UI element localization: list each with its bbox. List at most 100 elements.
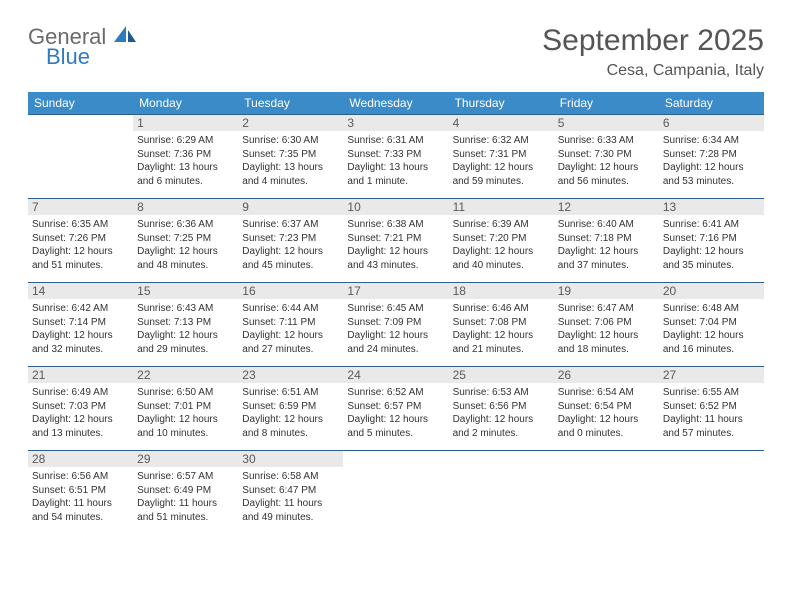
daylight-text: Daylight: 12 hours and 2 minutes. — [453, 413, 550, 440]
day-number: 15 — [133, 283, 238, 299]
day-number: 1 — [133, 115, 238, 131]
calendar-day-cell: 21 Sunrise: 6:49 AMSunset: 7:03 PMDayligh… — [28, 367, 133, 451]
day-details: Sunrise: 6:57 AMSunset: 6:49 PMDaylight:… — [137, 470, 234, 524]
page-header: General Blue September 2025 Cesa, Campan… — [28, 24, 764, 80]
sunset-text: Sunset: 7:36 PM — [137, 148, 234, 162]
day-number: 9 — [238, 199, 343, 215]
day-number: 19 — [554, 283, 659, 299]
day-details: Sunrise: 6:52 AMSunset: 6:57 PMDaylight:… — [347, 386, 444, 440]
sunset-text: Sunset: 7:06 PM — [558, 316, 655, 330]
sunrise-text: Sunrise: 6:53 AM — [453, 386, 550, 400]
weekday-header: Friday — [554, 92, 659, 115]
daylight-text: Daylight: 12 hours and 16 minutes. — [663, 329, 760, 356]
sunrise-text: Sunrise: 6:41 AM — [663, 218, 760, 232]
sunset-text: Sunset: 7:35 PM — [242, 148, 339, 162]
day-number: 13 — [659, 199, 764, 215]
day-number: 18 — [449, 283, 554, 299]
day-details: Sunrise: 6:50 AMSunset: 7:01 PMDaylight:… — [137, 386, 234, 440]
sunrise-text: Sunrise: 6:57 AM — [137, 470, 234, 484]
sunset-text: Sunset: 7:21 PM — [347, 232, 444, 246]
weekday-header: Wednesday — [343, 92, 448, 115]
sunrise-text: Sunrise: 6:47 AM — [558, 302, 655, 316]
weekday-header: Monday — [133, 92, 238, 115]
sunset-text: Sunset: 7:28 PM — [663, 148, 760, 162]
sunrise-text: Sunrise: 6:30 AM — [242, 134, 339, 148]
sunrise-text: Sunrise: 6:31 AM — [347, 134, 444, 148]
daylight-text: Daylight: 12 hours and 18 minutes. — [558, 329, 655, 356]
location-subtitle: Cesa, Campania, Italy — [542, 62, 764, 80]
day-number: 7 — [28, 199, 133, 215]
calendar-day-cell: 10Sunrise: 6:38 AMSunset: 7:21 PMDayligh… — [343, 199, 448, 283]
sunset-text: Sunset: 7:25 PM — [137, 232, 234, 246]
sail-icon — [112, 24, 138, 44]
day-number: 27 — [659, 367, 764, 383]
calendar-week-row: 1Sunrise: 6:29 AMSunset: 7:36 PMDaylight… — [28, 115, 764, 199]
day-details: Sunrise: 6:36 AMSunset: 7:25 PMDaylight:… — [137, 218, 234, 272]
day-details: Sunrise: 6:40 AMSunset: 7:18 PMDaylight:… — [558, 218, 655, 272]
calendar-day-cell: 8Sunrise: 6:36 AMSunset: 7:25 PMDaylight… — [133, 199, 238, 283]
daylight-text: Daylight: 12 hours and 24 minutes. — [347, 329, 444, 356]
calendar-day-cell: 16Sunrise: 6:44 AMSunset: 7:11 PMDayligh… — [238, 283, 343, 367]
daylight-text: Daylight: 12 hours and 29 minutes. — [137, 329, 234, 356]
month-title: September 2025 — [542, 24, 764, 58]
calendar-head: SundayMondayTuesdayWednesdayThursdayFrid… — [28, 92, 764, 115]
daylight-text: Daylight: 12 hours and 56 minutes. — [558, 161, 655, 188]
sunset-text: Sunset: 6:54 PM — [558, 400, 655, 414]
calendar-day-cell: 26Sunrise: 6:54 AMSunset: 6:54 PMDayligh… — [554, 367, 659, 451]
day-details: Sunrise: 6:51 AMSunset: 6:59 PMDaylight:… — [242, 386, 339, 440]
day-details: Sunrise: 6:41 AMSunset: 7:16 PMDaylight:… — [663, 218, 760, 272]
calendar-day-cell: 4Sunrise: 6:32 AMSunset: 7:31 PMDaylight… — [449, 115, 554, 199]
daylight-text: Daylight: 12 hours and 8 minutes. — [242, 413, 339, 440]
sunset-text: Sunset: 7:23 PM — [242, 232, 339, 246]
sunset-text: Sunset: 7:33 PM — [347, 148, 444, 162]
day-details: Sunrise: 6:48 AMSunset: 7:04 PMDaylight:… — [663, 302, 760, 356]
day-number: 4 — [449, 115, 554, 131]
sunrise-text: Sunrise: 6:39 AM — [453, 218, 550, 232]
daylight-text: Daylight: 13 hours and 6 minutes. — [137, 161, 234, 188]
sunset-text: Sunset: 7:14 PM — [32, 316, 129, 330]
day-number: 11 — [449, 199, 554, 215]
day-details: Sunrise: 6:37 AMSunset: 7:23 PMDaylight:… — [242, 218, 339, 272]
day-number: 2 — [238, 115, 343, 131]
day-details: Sunrise: 6:49 AMSunset: 7:03 PMDaylight:… — [32, 386, 129, 440]
day-details: Sunrise: 6:35 AMSunset: 7:26 PMDaylight:… — [32, 218, 129, 272]
daylight-text: Daylight: 12 hours and 43 minutes. — [347, 245, 444, 272]
sunset-text: Sunset: 6:59 PM — [242, 400, 339, 414]
daylight-text: Daylight: 12 hours and 59 minutes. — [453, 161, 550, 188]
day-details: Sunrise: 6:46 AMSunset: 7:08 PMDaylight:… — [453, 302, 550, 356]
daylight-text: Daylight: 13 hours and 1 minute. — [347, 161, 444, 188]
sunset-text: Sunset: 7:31 PM — [453, 148, 550, 162]
sunrise-text: Sunrise: 6:52 AM — [347, 386, 444, 400]
sunrise-text: Sunrise: 6:43 AM — [137, 302, 234, 316]
sunset-text: Sunset: 7:20 PM — [453, 232, 550, 246]
day-number: 21 — [28, 367, 133, 383]
sunrise-text: Sunrise: 6:56 AM — [32, 470, 129, 484]
sunset-text: Sunset: 6:47 PM — [242, 484, 339, 498]
sunset-text: Sunset: 7:30 PM — [558, 148, 655, 162]
day-number: 12 — [554, 199, 659, 215]
daylight-text: Daylight: 11 hours and 57 minutes. — [663, 413, 760, 440]
sunset-text: Sunset: 7:04 PM — [663, 316, 760, 330]
daylight-text: Daylight: 12 hours and 13 minutes. — [32, 413, 129, 440]
calendar-day-cell — [343, 451, 448, 535]
sunset-text: Sunset: 7:26 PM — [32, 232, 129, 246]
daylight-text: Daylight: 12 hours and 51 minutes. — [32, 245, 129, 272]
calendar-day-cell — [659, 451, 764, 535]
calendar-day-cell: 7 Sunrise: 6:35 AMSunset: 7:26 PMDaylight… — [28, 199, 133, 283]
calendar-day-cell: 18 Sunrise: 6:46 AMSunset: 7:08 PMDayligh… — [449, 283, 554, 367]
sunrise-text: Sunrise: 6:51 AM — [242, 386, 339, 400]
sunrise-text: Sunrise: 6:38 AM — [347, 218, 444, 232]
calendar-day-cell: 13 Sunrise: 6:41 AMSunset: 7:16 PMDayligh… — [659, 199, 764, 283]
calendar-day-cell: 19 Sunrise: 6:47 AMSunset: 7:06 PMDayligh… — [554, 283, 659, 367]
sunset-text: Sunset: 7:01 PM — [137, 400, 234, 414]
daylight-text: Daylight: 11 hours and 54 minutes. — [32, 497, 129, 524]
day-number: 28 — [28, 451, 133, 467]
sunset-text: Sunset: 7:11 PM — [242, 316, 339, 330]
calendar-day-cell — [28, 115, 133, 199]
sunset-text: Sunset: 7:18 PM — [558, 232, 655, 246]
daylight-text: Daylight: 12 hours and 48 minutes. — [137, 245, 234, 272]
weekday-header: Sunday — [28, 92, 133, 115]
calendar-day-cell: 24Sunrise: 6:52 AMSunset: 6:57 PMDayligh… — [343, 367, 448, 451]
daylight-text: Daylight: 12 hours and 40 minutes. — [453, 245, 550, 272]
day-number: 16 — [238, 283, 343, 299]
